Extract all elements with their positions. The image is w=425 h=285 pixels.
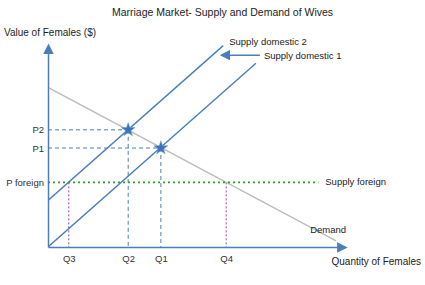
series-line [48,46,223,201]
tick: P2 [32,124,48,135]
y-axis: P foreign P1 P2 [6,46,48,248]
guides [48,130,226,247]
series-line [48,87,336,241]
tick: P foreign [6,177,48,188]
series-line [48,182,318,184]
tick-label: Q4 [220,253,233,264]
series-line [48,63,256,247]
quantity-guide [128,130,129,247]
x-axis-title: Quantity of Females [332,256,421,267]
tick-label: Q1 [155,253,168,264]
quantity-guide [226,182,227,247]
tick: Q1 [155,247,168,264]
series-label: Supply domestic 1 [264,50,342,61]
y-axis-title: Value of Females ($) [4,27,96,38]
series-group [48,46,336,247]
plot: Q3 Q2 Q1 Q4 P foreign P1 P2 Demand Supply domest… [6,36,386,264]
quantity-guide [68,182,69,247]
series-label: Supply foreign [325,176,386,187]
equilibrium-point [121,123,135,136]
tick: Q4 [220,247,233,264]
x-axis: Q3 Q2 Q1 Q4 [49,247,346,264]
tick: Q3 [63,247,76,264]
series-label: Demand [310,224,346,235]
axis-line [48,46,50,248]
tick: P1 [32,143,48,154]
equilibrium-point [154,141,168,154]
axis-line [49,247,346,249]
tick-label: P foreign [6,177,44,188]
shift-arrow [222,54,260,56]
tick-label: P1 [32,143,44,154]
quantity-guide [160,148,161,247]
price-guide [48,129,128,130]
chart: Q3 Q2 Q1 Q4 P foreign P1 P2 Demand Supply domest… [0,0,425,285]
price-guide [48,148,161,149]
title: Marriage Market- Supply and Demand of Wi… [112,6,333,18]
tick-label: Q3 [63,253,76,264]
series-label: Supply domestic 2 [229,36,307,47]
tick: Q2 [122,247,135,264]
tick-label: Q2 [122,253,135,264]
tick-label: P2 [32,124,44,135]
series-labels: Demand Supply domestic 1 Supply domestic 2… [222,36,386,235]
